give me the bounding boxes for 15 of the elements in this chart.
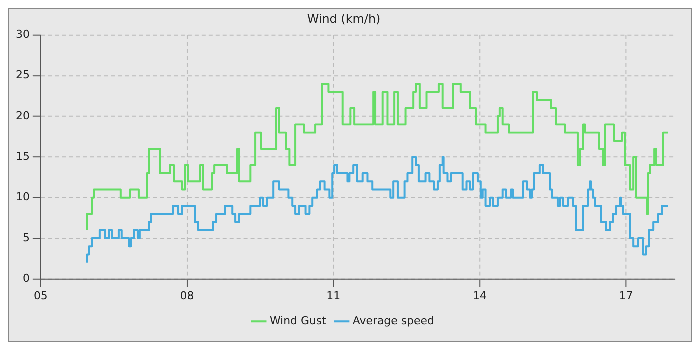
chart-title: Wind (km/h) [307, 12, 381, 26]
y-tick-label: 25 [16, 68, 30, 82]
y-tick-label: 0 [22, 272, 30, 286]
y-tick-label: 10 [16, 190, 30, 204]
y-tick-label: 5 [22, 231, 30, 244]
legend-label: Average speed [352, 314, 434, 328]
y-tick-label: 20 [16, 109, 30, 122]
x-tick-label: 08 [180, 290, 194, 303]
x-tick-label: 14 [472, 290, 487, 303]
legend-label: Wind Gust [270, 314, 328, 328]
y-tick-label: 15 [16, 150, 30, 164]
x-tick-label: 17 [619, 290, 634, 303]
x-tick-label: 11 [326, 290, 341, 303]
x-tick-label: 05 [34, 290, 48, 303]
y-tick-label: 30 [16, 28, 30, 42]
